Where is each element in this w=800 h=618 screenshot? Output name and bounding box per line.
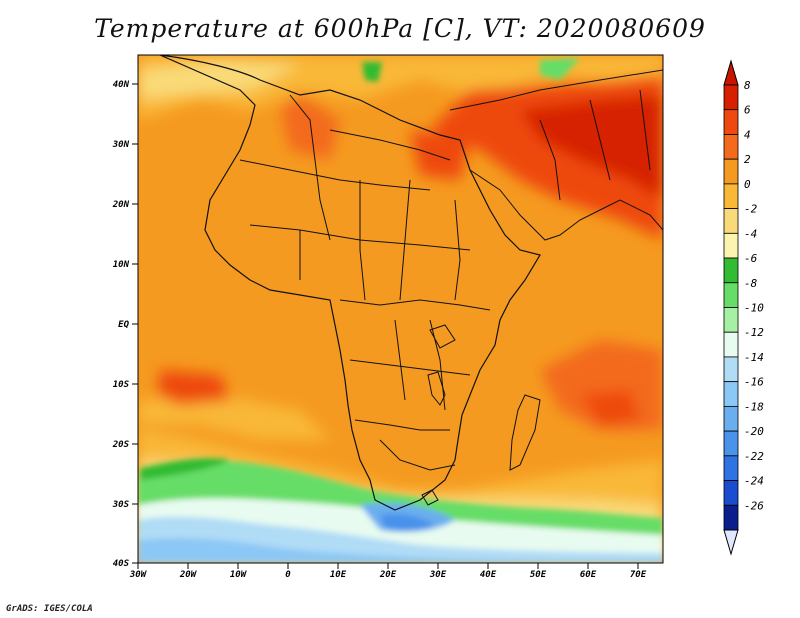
lon-tick-label: 0 xyxy=(285,570,291,580)
colorbar-segment xyxy=(723,282,739,308)
colorbar-label: -16 xyxy=(744,376,764,389)
colorbar-segment xyxy=(723,109,739,135)
lat-tick-label: 10S xyxy=(113,380,130,390)
lat-tick-label: 40S xyxy=(113,559,130,569)
lat-tick-label: 30N xyxy=(112,140,130,150)
colorbar-label: -22 xyxy=(744,450,764,463)
colorbar-lower-arrow xyxy=(723,529,739,556)
map-title: Temperature at 600hPa [C], VT: 202008060… xyxy=(94,14,706,43)
colorbar-segment xyxy=(723,331,739,358)
lon-tick-label: 30E xyxy=(429,570,447,580)
colorbar-segment xyxy=(723,480,739,506)
colorbar-label: -6 xyxy=(744,252,758,265)
latitude-axis: 40N 30N 20N 10N EQ 10S 20S 30S 40S xyxy=(112,80,138,569)
colorbar-segment xyxy=(723,455,739,481)
colorbar-label: -12 xyxy=(744,326,764,339)
lon-tick-label: 30W xyxy=(129,570,148,580)
lon-tick-label: 50E xyxy=(530,570,547,580)
colorbar-label: -20 xyxy=(744,425,764,438)
colorbar-label: -18 xyxy=(744,400,764,413)
colorbar-segment xyxy=(723,381,739,407)
colorbar-segment xyxy=(723,430,739,457)
lat-tick-label: 20N xyxy=(112,200,130,210)
lon-tick-label: 40E xyxy=(480,570,497,580)
lat-tick-label: 30S xyxy=(112,500,130,510)
lat-tick-label: 20S xyxy=(112,440,130,450)
colorbar-label: 6 xyxy=(744,104,751,117)
colorbar-segment xyxy=(723,183,739,210)
lon-tick-label: 10E xyxy=(330,570,347,580)
colorbar-segment xyxy=(723,504,739,531)
colorbar-segment xyxy=(723,208,739,234)
lon-tick-label: 20W xyxy=(179,570,198,580)
temperature-field xyxy=(138,55,663,563)
coastlines xyxy=(159,55,663,511)
lat-tick-label: 40N xyxy=(113,80,130,90)
colorbar-segment xyxy=(723,356,739,383)
colorbar-segment xyxy=(723,84,739,111)
colorbar-segment xyxy=(723,405,739,432)
colorbar-label: 8 xyxy=(744,79,751,92)
lon-tick-label: 70E xyxy=(630,570,647,580)
colorbar-segment xyxy=(723,158,739,185)
lon-tick-label: 60E xyxy=(580,570,597,580)
colorbar-segment xyxy=(723,307,739,333)
longitude-axis: 30W 20W 10W 0 10E 20E 30E 40E 50E 60E 70E xyxy=(129,563,647,580)
colorbar: 8 6 4 2 0 -2 -4 -6 -8 -10 -12 -14 -16 -18 -20 -22 -24 -26 xyxy=(723,59,764,556)
colorbar-segment xyxy=(723,232,739,259)
colorbar-label: -2 xyxy=(744,203,758,216)
colorbar-segment xyxy=(723,257,739,284)
colorbar-label: -8 xyxy=(744,277,758,290)
colorbar-upper-arrow xyxy=(723,59,739,86)
colorbar-label: -24 xyxy=(744,475,764,488)
colorbar-label: -26 xyxy=(744,499,764,512)
colorbar-label: 0 xyxy=(744,178,751,191)
colorbar-label: 2 xyxy=(744,153,751,166)
colorbar-label: 4 xyxy=(744,128,751,141)
lon-tick-label: 20E xyxy=(379,570,397,580)
lat-tick-label: 10N xyxy=(113,260,130,270)
colorbar-segment xyxy=(723,134,739,160)
colorbar-label: -4 xyxy=(744,227,757,240)
colorbar-label: -10 xyxy=(744,302,764,315)
credit-label: GrADS: IGES/COLA xyxy=(6,604,93,614)
map-frame xyxy=(137,54,664,564)
colorbar-label: -14 xyxy=(744,351,764,364)
lat-tick-label: EQ xyxy=(118,320,129,330)
lon-tick-label: 10W xyxy=(230,570,248,580)
